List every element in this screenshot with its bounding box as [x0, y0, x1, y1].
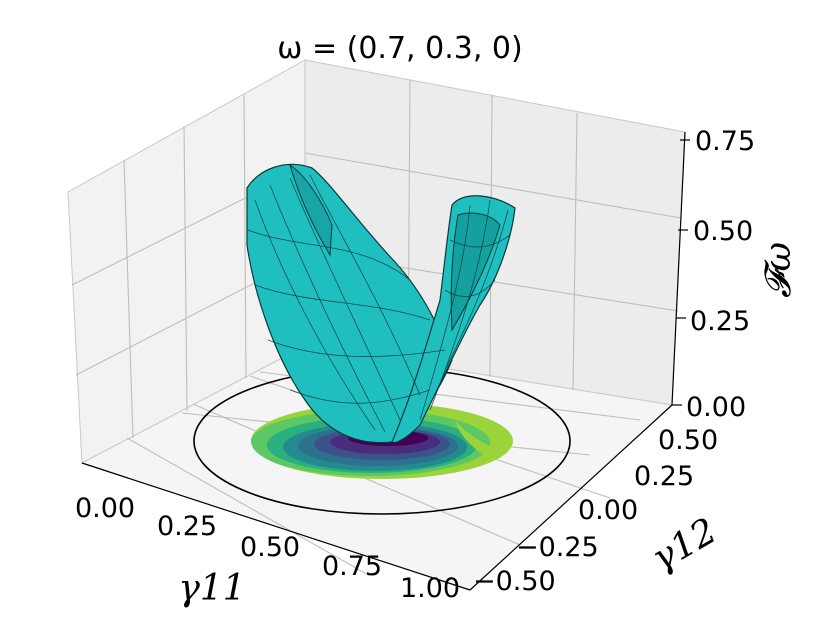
y-tick-label: −0.25 — [516, 532, 599, 563]
y-tick-label: 0.25 — [634, 461, 694, 492]
surface-left-petal-inner — [289, 163, 333, 257]
x-tick-label: 0.25 — [157, 511, 217, 542]
z-tick-label: 0.00 — [686, 392, 746, 423]
y-axis-ticks: 0.50 0.25 0.00 −0.25 −0.50 — [473, 425, 718, 597]
x-tick-label: 1.00 — [400, 573, 460, 604]
z-tick-label: 0.50 — [693, 216, 753, 247]
surface-mesh — [247, 174, 511, 433]
x-axis-label: γ11 — [178, 568, 245, 609]
z-axis-ticks: 0.75 0.50 0.25 0.00 — [672, 126, 755, 423]
x-tick-label: 0.50 — [240, 532, 300, 563]
y-axis-label: γ12 — [645, 510, 724, 579]
y-tick-label: 0.50 — [658, 425, 718, 456]
axis-edges — [81, 131, 686, 591]
y-tick-label: −0.50 — [473, 566, 556, 597]
chart-title: ω = (0.7, 0.3, 0) — [277, 31, 522, 66]
contour-disc — [251, 403, 513, 479]
x-tick-label: 0.75 — [322, 551, 382, 582]
y-tick-label: 0.00 — [578, 495, 638, 526]
z-tick-label: 0.75 — [695, 126, 755, 157]
x-tick-label: 0.00 — [75, 493, 135, 524]
z-axis-label: 𝓕ω — [758, 242, 799, 298]
z-tick-label: 0.25 — [690, 306, 750, 337]
surface — [246, 163, 516, 444]
x-axis-ticks: 0.00 0.25 0.50 0.75 1.00 — [75, 493, 460, 604]
